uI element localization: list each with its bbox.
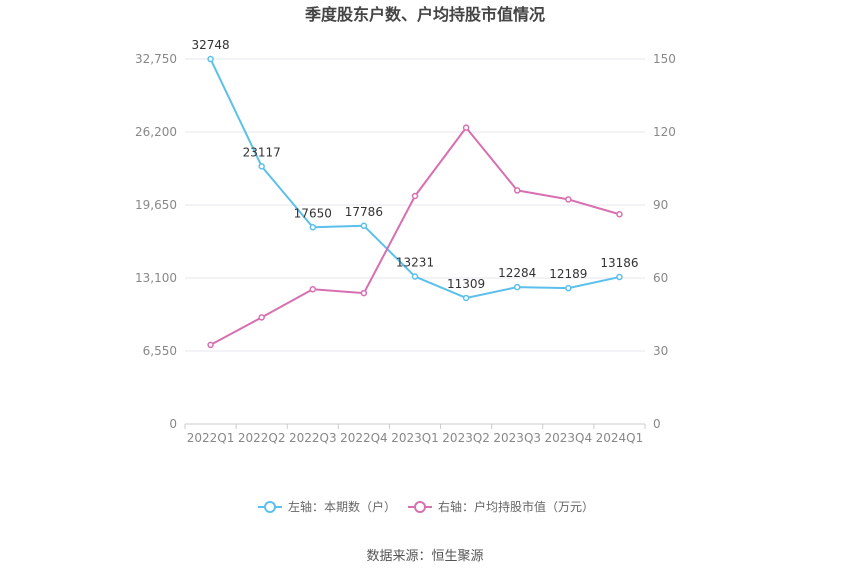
data-point-right[interactable] <box>258 314 265 321</box>
data-point-left[interactable] <box>258 163 265 170</box>
legend-item-right[interactable]: 右轴：户均持股市值（万元） <box>408 499 594 514</box>
right-tick-label: 120 <box>653 125 676 139</box>
legend-label-right: 右轴：户均持股市值（万元） <box>438 499 594 514</box>
x-tick-label: 2023Q1 <box>391 431 439 445</box>
data-point-right[interactable] <box>360 289 368 297</box>
legend-swatch-marker <box>264 501 276 513</box>
left-tick-label: 19,650 <box>135 198 177 212</box>
left-tick-label: 6,550 <box>143 344 177 358</box>
legend-swatch-marker <box>414 501 426 513</box>
data-point-left[interactable] <box>360 222 368 230</box>
source-note: 数据来源：恒生聚源 <box>366 549 483 564</box>
right-tick-label: 30 <box>653 344 668 358</box>
series-layer <box>207 55 623 349</box>
data-point-right[interactable] <box>411 192 419 200</box>
data-point-left[interactable] <box>565 284 572 292</box>
data-point-left[interactable] <box>309 224 317 231</box>
right-tick-label: 150 <box>653 52 676 66</box>
left-tick-label: 32,750 <box>135 52 177 66</box>
data-point-right[interactable] <box>565 196 572 203</box>
x-tick-label: 2024Q1 <box>596 431 644 445</box>
x-tick-label: 2022Q2 <box>238 431 286 445</box>
series-line-right <box>210 126 620 346</box>
grid <box>185 58 645 425</box>
data-point-right[interactable] <box>309 285 317 293</box>
chart-title: 季度股东户数、户均持股市值情况 <box>304 5 545 24</box>
data-point-left[interactable] <box>462 294 470 302</box>
data-point-right[interactable] <box>207 341 214 349</box>
x-tick-label: 2023Q3 <box>493 431 541 445</box>
x-axis: 2022Q1 2022Q2 2022Q3 2022Q4 2023Q1 2023Q2 2023… <box>184 424 646 445</box>
x-tick-label: 2022Q1 <box>187 431 235 445</box>
right-tick-label: 90 <box>653 198 668 212</box>
data-point-right[interactable] <box>616 210 623 218</box>
data-labels: 32748 23117 17650 17786 13231 11309 12284 12189… <box>191 38 638 291</box>
data-label: 13231 <box>396 256 434 270</box>
data-point-left[interactable] <box>616 273 623 281</box>
legend-item-left[interactable]: 左轴：本期数（户） <box>258 499 396 514</box>
data-label: 13186 <box>600 256 638 270</box>
data-point-left[interactable] <box>411 273 419 280</box>
right-tick-label: 60 <box>653 271 668 285</box>
legend-label-left: 左轴：本期数（户） <box>288 499 396 514</box>
data-label: 32748 <box>191 38 229 52</box>
data-point-left[interactable] <box>513 283 521 291</box>
right-axis: 0 30 60 90 120 150 <box>653 52 676 431</box>
x-tick-label: 2023Q4 <box>545 431 593 445</box>
data-point-left[interactable] <box>207 55 214 63</box>
left-tick-label: 0 <box>169 417 177 431</box>
data-point-right[interactable] <box>462 124 470 131</box>
x-tick-label: 2023Q2 <box>442 431 490 445</box>
x-tick-label: 2022Q4 <box>340 431 388 445</box>
right-tick-label: 0 <box>653 417 661 431</box>
legend: 左轴：本期数（户） 右轴：户均持股市值（万元） <box>258 499 594 514</box>
left-tick-label: 13,100 <box>135 271 177 285</box>
left-axis: 0 6,550 13,100 19,650 26,200 32,750 <box>135 52 177 431</box>
data-label: 23117 <box>243 145 281 159</box>
data-label: 11309 <box>447 277 485 291</box>
left-tick-label: 26,200 <box>135 125 177 139</box>
x-tick-label: 2022Q3 <box>289 431 337 445</box>
data-label: 17650 <box>294 206 332 220</box>
data-label: 17786 <box>345 205 383 219</box>
data-point-right[interactable] <box>513 187 521 194</box>
data-label: 12189 <box>549 267 587 281</box>
data-label: 12284 <box>498 266 536 280</box>
